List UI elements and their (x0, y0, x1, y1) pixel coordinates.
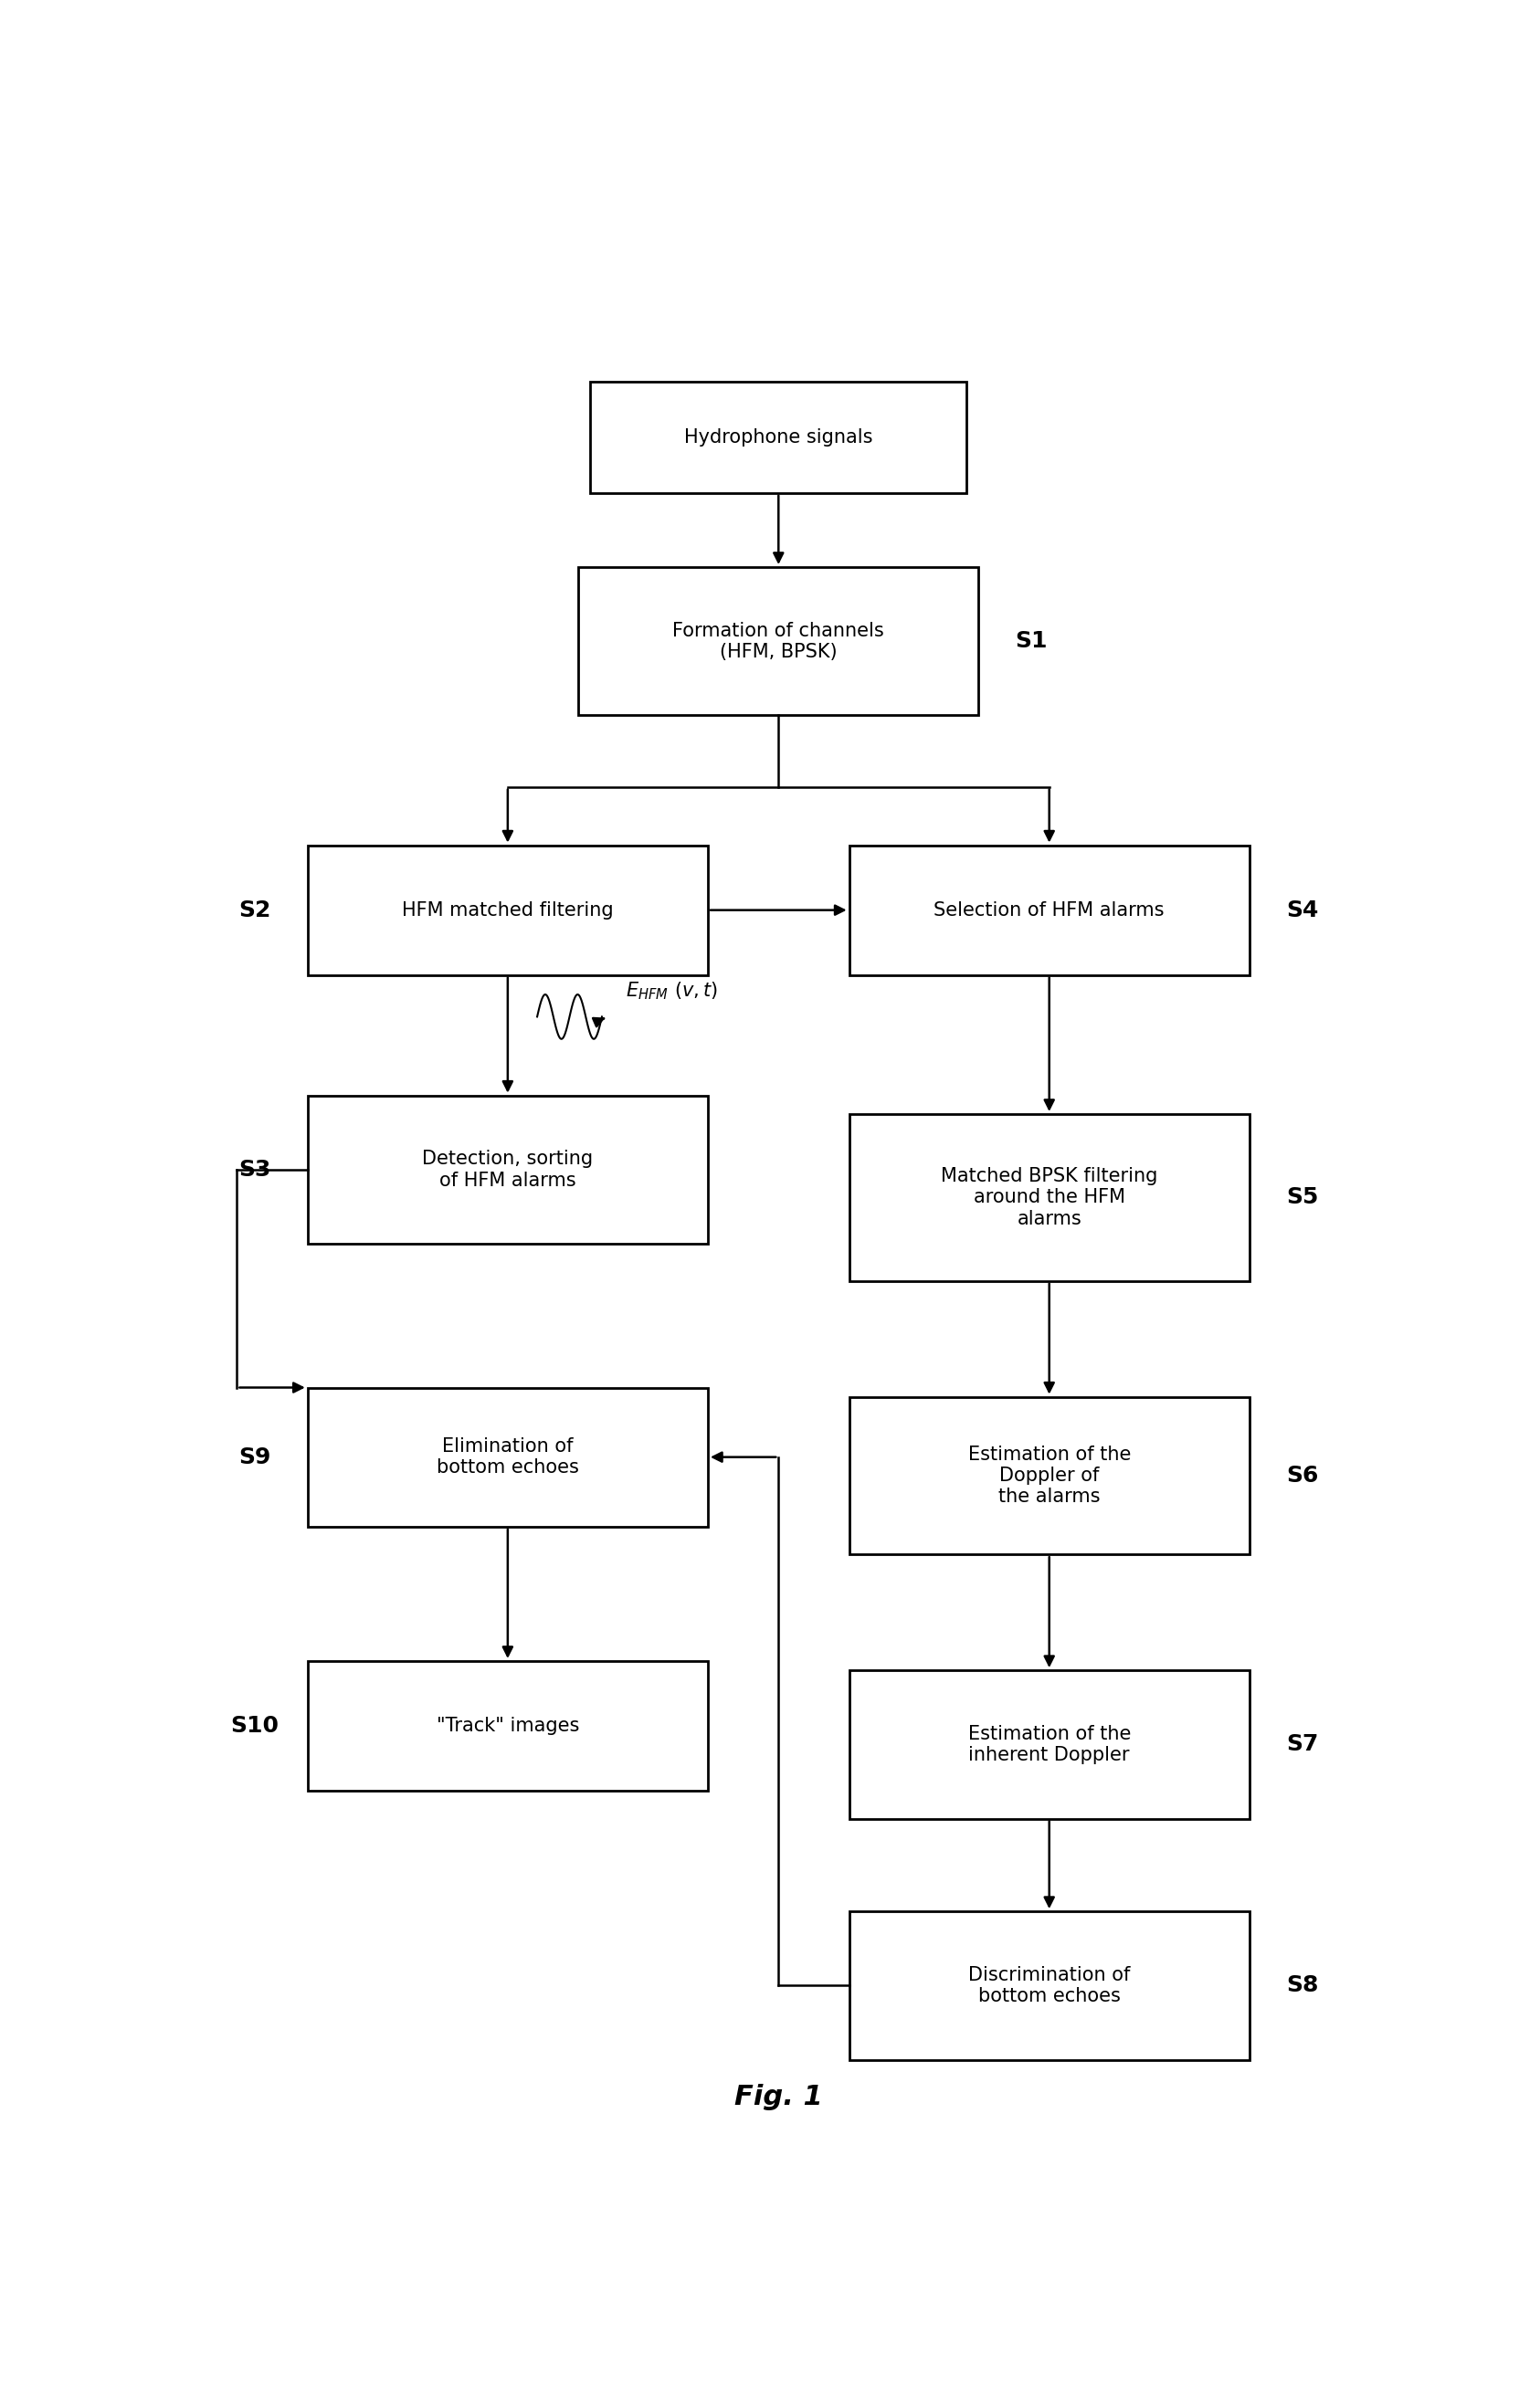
Bar (308, 1662, 708, 1792)
Bar (589, 383, 966, 494)
Text: S5: S5 (1287, 1187, 1318, 1209)
Text: Matched BPSK filtering
around the HFM
alarms: Matched BPSK filtering around the HFM al… (940, 1168, 1157, 1228)
Bar (849, 1397, 1249, 1556)
Text: S1: S1 (1015, 631, 1048, 653)
Text: Detection, sorting
of HFM alarms: Detection, sorting of HFM alarms (422, 1151, 594, 1190)
Text: Elimination of
bottom echoes: Elimination of bottom echoes (436, 1438, 579, 1476)
Text: Hydrophone signals: Hydrophone signals (684, 429, 873, 445)
Bar (849, 1671, 1249, 1818)
Bar (849, 1912, 1249, 2059)
Text: $\mathit{E}_{HFM}$ $\mathit{(v,t)}$: $\mathit{E}_{HFM}$ $\mathit{(v,t)}$ (626, 980, 717, 1002)
Text: S9: S9 (238, 1447, 270, 1469)
Text: S4: S4 (1287, 898, 1318, 922)
Text: S10: S10 (231, 1714, 279, 1736)
Bar (308, 1096, 708, 1245)
Text: Formation of channels
(HFM, BPSK): Formation of channels (HFM, BPSK) (673, 621, 884, 660)
Text: S3: S3 (238, 1158, 270, 1180)
Text: Estimation of the
inherent Doppler: Estimation of the inherent Doppler (968, 1724, 1130, 1765)
Text: Estimation of the
Doppler of
the alarms: Estimation of the Doppler of the alarms (968, 1445, 1130, 1505)
Text: S2: S2 (238, 898, 270, 922)
Text: "Track" images: "Track" images (436, 1717, 579, 1736)
Text: S7: S7 (1287, 1734, 1318, 1755)
Text: Discrimination of
bottom echoes: Discrimination of bottom echoes (968, 1965, 1130, 2006)
Text: HFM matched filtering: HFM matched filtering (403, 901, 614, 920)
Bar (849, 845, 1249, 975)
Text: Selection of HFM alarms: Selection of HFM alarms (934, 901, 1165, 920)
Text: Fig. 1: Fig. 1 (734, 2083, 823, 2109)
Bar (579, 568, 978, 715)
Text: S8: S8 (1287, 1975, 1318, 1996)
Text: S6: S6 (1287, 1464, 1318, 1486)
Bar (849, 1115, 1249, 1281)
Bar (308, 845, 708, 975)
Bar (308, 1387, 708, 1527)
